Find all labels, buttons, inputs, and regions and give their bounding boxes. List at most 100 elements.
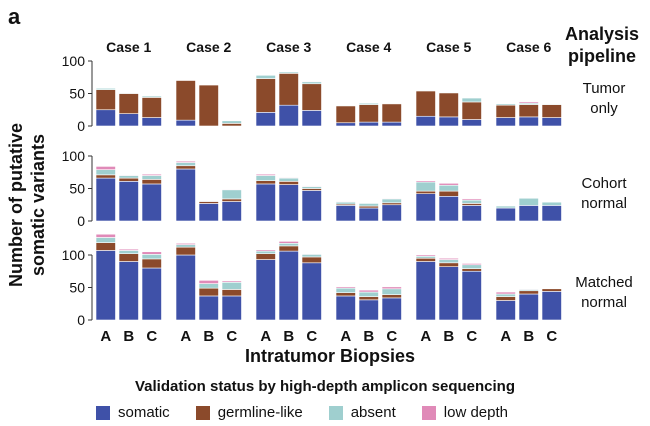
bar-row1-case5-A-germline (415, 90, 436, 117)
bar-row2-case3-B-germline (278, 181, 299, 185)
bar-row1-case6-B-lowdepth (518, 101, 539, 104)
bar-row1-case6-A-absent (495, 103, 516, 106)
biopsy-label-case1-C: C (146, 328, 157, 345)
bar-row2-case1-C-germline (141, 179, 162, 185)
bar-row1-case1-B-somatic (118, 113, 139, 127)
bar-row3-case4-C-absent (381, 288, 402, 295)
y-tick-label-row-3-50: 50 (69, 280, 85, 296)
legend-swatch-germline (195, 405, 210, 420)
bar-row1-case2-B-germline (198, 84, 219, 127)
bar-row1-case6-B-somatic (518, 116, 539, 127)
legend-label-lowdepth: low depth (443, 404, 508, 421)
bar-row1-case5-A-somatic (415, 115, 436, 127)
pipeline-label-row-2-line2: normal (581, 195, 627, 212)
bar-row3-case5-A-lowdepth (415, 254, 436, 257)
bar-row3-case1-A-germline (95, 242, 116, 251)
bar-row2-case3-A-absent (255, 175, 276, 181)
case-header-2: Case 2 (186, 39, 231, 55)
biopsy-label-case6-C: C (546, 328, 557, 345)
bar-row3-case5-A-somatic (415, 261, 436, 321)
legend-item-lowdepth: low depth (421, 404, 508, 421)
bar-row1-case6-C-germline (541, 104, 562, 118)
bar-row3-case2-A-lowdepth (175, 243, 196, 245)
bar-row2-case1-B-somatic (118, 181, 139, 222)
bar-row2-case1-C-lowdepth (141, 173, 162, 176)
bar-row3-case1-C-germline (141, 258, 162, 269)
bar-row3-case3-B-lowdepth (278, 241, 299, 244)
bar-row3-case2-B-somatic (198, 295, 219, 321)
bar-row1-case1-C-absent (141, 95, 162, 98)
bar-row3-case1-A-somatic (95, 250, 116, 321)
bar-row1-case1-A-somatic (95, 109, 116, 127)
bar-row3-case6-B-germline (518, 290, 539, 295)
bar-row3-case5-B-germline (438, 262, 459, 267)
bar-row2-case4-C-lowdepth (381, 197, 402, 200)
legend-label-absent: absent (350, 404, 396, 421)
stacked-bar-figure: a Analysis pipeline Number of putative s… (6, 4, 639, 366)
biopsy-label-case1-B: B (123, 328, 134, 345)
bar-row3-case5-C-absent (461, 264, 482, 269)
bar-row3-case3-A-absent (255, 250, 276, 255)
bar-row3-case4-A-lowdepth (335, 286, 356, 289)
bar-row3-case3-C-somatic (301, 262, 322, 321)
bar-row1-case6-C-absent (541, 103, 562, 105)
bar-row2-case5-C-lowdepth (461, 198, 482, 201)
legend-label-somatic: somatic (118, 404, 170, 421)
bar-row2-case6-B-somatic (518, 205, 539, 222)
bar-row3-case5-B-absent (438, 259, 459, 264)
bar-row2-case1-C-somatic (141, 183, 162, 222)
plot-area: Case 1 Case 2 Case 3 Case 4 Case 5 Case 6 0 50 1… (62, 39, 633, 345)
biopsy-label-case2-B: B (203, 328, 214, 345)
bar-row1-case3-C-germline (301, 83, 322, 111)
bar-row2-case5-B-lowdepth (438, 183, 459, 186)
bar-row3-case5-A-germline (415, 257, 436, 262)
bar-row1-case4-C-germline (381, 103, 402, 123)
bar-row1-case5-C-germline (461, 101, 482, 120)
bar-row1-case3-B-absent (278, 71, 299, 74)
legend-swatch-absent (328, 405, 343, 420)
bar-row2-case2-A-absent (175, 162, 196, 167)
legend-swatch-somatic (96, 405, 110, 420)
bar-row3-case3-A-somatic (255, 259, 276, 321)
bar-row3-case1-B-lowdepth (118, 248, 139, 251)
legend-item-somatic: somatic (96, 404, 170, 421)
legend-title: Validation status by high-depth amplicon… (134, 378, 516, 395)
bar-row1-case3-C-somatic (301, 110, 322, 127)
bar-row1-case5-B-absent (438, 91, 459, 94)
legend-item-absent: absent (328, 404, 396, 421)
bar-row3-case2-C-absent (221, 281, 242, 290)
bar-row3-case6-A-absent (495, 293, 516, 297)
bar-row2-case2-C-somatic (221, 201, 242, 222)
case-header-3: Case 3 (266, 39, 311, 55)
legend-swatch-lowdepth (421, 405, 436, 420)
bar-row3-case4-C-lowdepth (381, 286, 402, 290)
pipeline-label-row-3-line1: Matched (575, 274, 633, 291)
bar-row1-case1-C-somatic (141, 117, 162, 127)
bar-row1-case3-B-germline (278, 73, 299, 106)
bar-row2-case2-C-absent (221, 189, 242, 200)
bar-row3-case5-C-somatic (461, 270, 482, 321)
bar-row2-case5-B-absent (438, 184, 459, 192)
bar-row3-case1-C-lowdepth (141, 251, 162, 255)
bar-row2-case6-A-absent (495, 205, 516, 209)
bar-row1-case6-A-germline (495, 104, 516, 118)
bar-row3-case2-C-germline (221, 289, 242, 297)
bar-row1-case4-A-somatic (335, 122, 356, 127)
bar-row3-case1-C-somatic (141, 267, 162, 321)
bar-row2-case5-A-somatic (415, 193, 436, 222)
biopsy-label-case4-C: C (386, 328, 397, 345)
legend-label-germline: germline-like (217, 404, 303, 421)
bar-row3-case4-B-lowdepth (358, 289, 379, 293)
bar-row1-case1-B-germline (118, 93, 139, 114)
bar-row3-case4-A-absent (335, 287, 356, 293)
bar-row2-case2-B-absent (198, 200, 219, 202)
bar-row2-case4-C-somatic (381, 204, 402, 222)
biopsy-label-case3-A: A (260, 328, 271, 345)
bar-row1-case3-A-germline (255, 78, 276, 113)
bar-row2-case6-C-somatic (541, 205, 562, 222)
bar-row3-case3-C-lowdepth (301, 253, 322, 255)
bar-row2-case6-C-absent (541, 201, 562, 206)
bar-row1-case1-A-germline (95, 89, 116, 111)
bar-row3-case1-C-absent (141, 254, 162, 260)
bar-row1-case4-C-somatic (381, 121, 402, 127)
